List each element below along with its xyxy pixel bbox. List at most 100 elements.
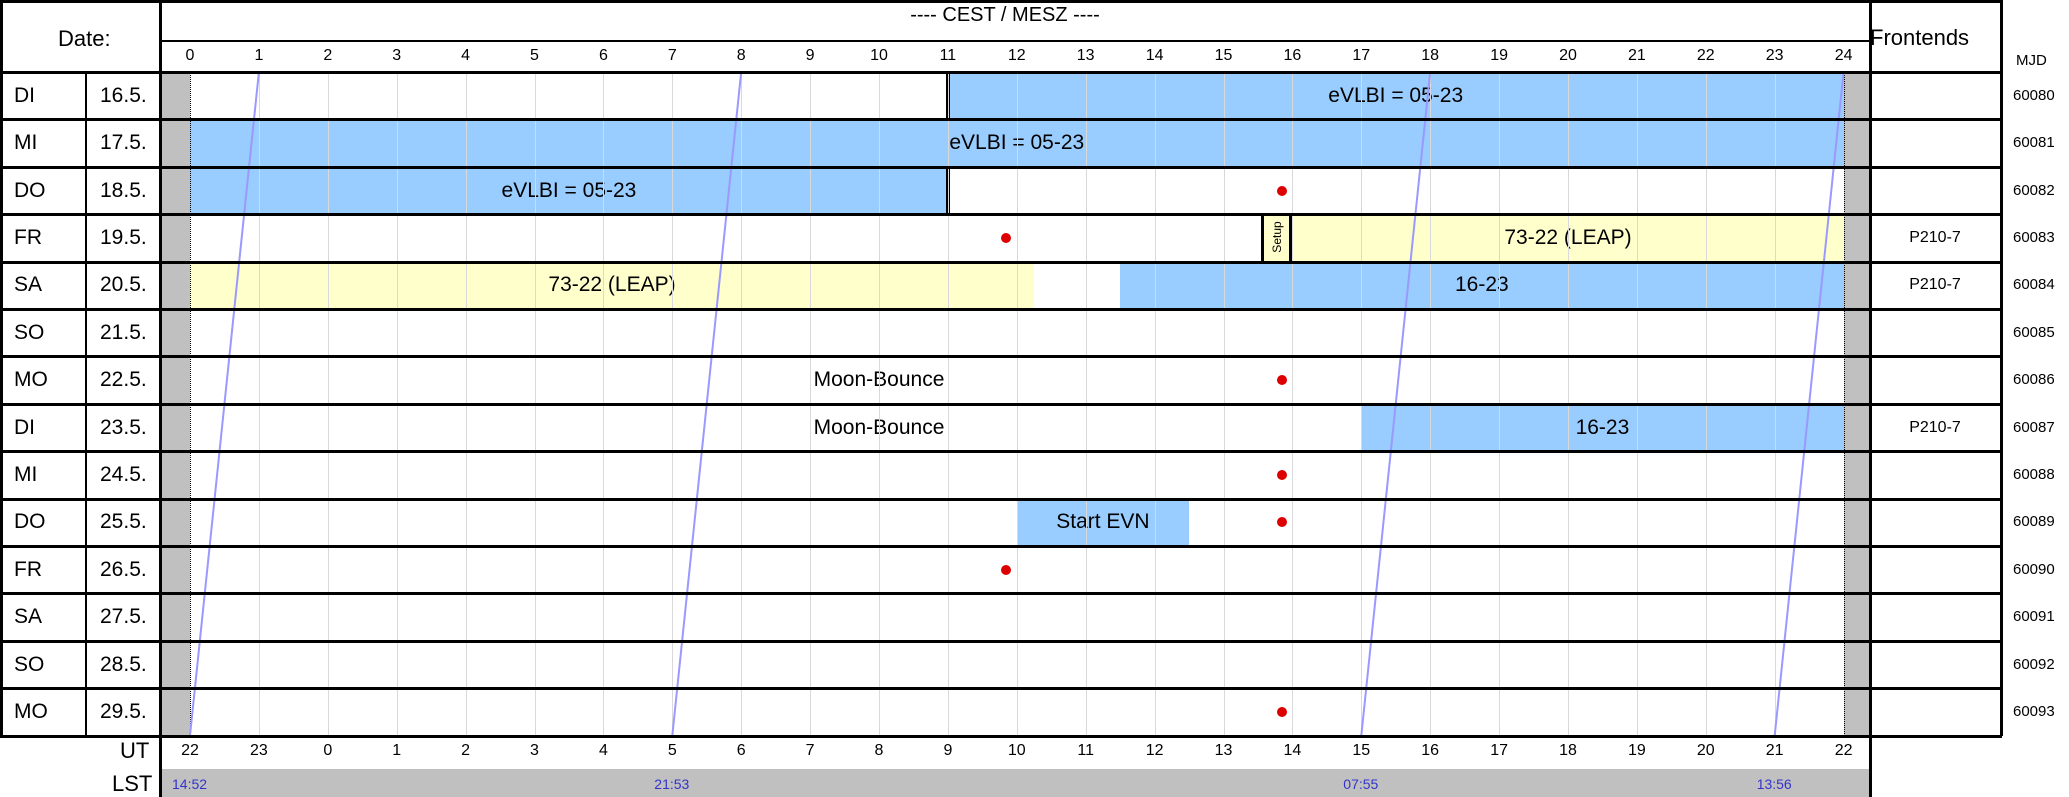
schedule-block — [1120, 262, 1844, 308]
ut-hour-label: 23 — [249, 742, 268, 759]
cest-hour-label: 13 — [1076, 47, 1095, 64]
ut-hour-label: 22 — [181, 742, 199, 759]
row-day: MO — [14, 699, 48, 723]
cest-hour-label: 7 — [667, 47, 677, 64]
marker-dot — [1001, 232, 1012, 243]
frontends-header: Frontends — [1870, 25, 1970, 50]
table-border-left — [0, 0, 3, 736]
row-line — [0, 592, 2002, 596]
block-label: Start EVN — [1056, 510, 1150, 534]
row-date: 20.5. — [100, 273, 147, 297]
ut-hour-label: 0 — [323, 742, 333, 759]
ut-hour-label: 21 — [1765, 742, 1784, 759]
ut-hour-label: 22 — [1834, 742, 1853, 759]
block-label: 73-22 (LEAP) — [1504, 225, 1632, 249]
cest-hour-label: 16 — [1283, 47, 1302, 64]
row-frontend: P210-7 — [1909, 418, 1961, 436]
table-border-top — [0, 0, 2002, 3]
setup-label: Setup — [1269, 221, 1284, 253]
cest-hour-label: 1 — [254, 47, 264, 64]
ut-hour-label: 14 — [1283, 742, 1302, 759]
lst-time-label: 13:56 — [1756, 776, 1792, 792]
row-date: 25.5. — [100, 510, 147, 534]
row-date: 22.5. — [100, 368, 147, 392]
row-mjd: 60091 — [2013, 608, 2055, 626]
ut-hour-label: 18 — [1559, 742, 1577, 759]
ut-hour-label: 4 — [598, 742, 608, 759]
ut-hour-label: 11 — [1077, 742, 1094, 759]
cest-hour-label: 21 — [1627, 47, 1646, 64]
row-mjd: 60082 — [2013, 181, 2055, 199]
row-mjd: 60083 — [2013, 228, 2055, 246]
cest-hour-label: 24 — [1834, 47, 1853, 64]
ut-hour-label: 12 — [1145, 742, 1164, 759]
ut-label: UT — [120, 738, 150, 763]
row-line — [0, 734, 2002, 738]
marker-dot — [1277, 469, 1288, 480]
marker-dot — [1001, 564, 1012, 575]
row-day: DI — [14, 415, 35, 439]
row-line — [0, 687, 2002, 691]
row-mjd: 60090 — [2013, 560, 2055, 578]
row-date: 21.5. — [100, 320, 147, 344]
row-date: 19.5. — [100, 225, 147, 249]
mjd-header: MJD — [2016, 52, 2047, 69]
cest-hour-label: 3 — [392, 47, 402, 64]
ut-hour-label: 3 — [530, 742, 539, 759]
cest-hour-label: 10 — [870, 47, 888, 64]
cest-hour-label: 18 — [1421, 47, 1440, 64]
row-day: SA — [14, 273, 43, 297]
row-line — [0, 450, 2002, 454]
schedule-block — [1016, 499, 1190, 545]
hour-header-line — [160, 40, 1870, 42]
row-mjd: 60080 — [2013, 86, 2055, 104]
ut-hour-label: 20 — [1696, 742, 1715, 759]
cest-hour-label: 0 — [185, 47, 195, 64]
block-label: 16-23 — [1455, 273, 1509, 297]
row-mjd: 60087 — [2013, 418, 2055, 436]
row-day: MO — [14, 368, 48, 392]
row-date: 27.5. — [100, 605, 147, 629]
row-line — [0, 402, 2002, 406]
block-label: 16-23 — [1575, 415, 1630, 439]
frontend-border-right — [2000, 0, 2003, 736]
row-day: SO — [14, 652, 45, 676]
timezone-header: ---- CEST / MESZ ---- — [910, 4, 1100, 26]
cest-hour-label: 8 — [736, 47, 746, 64]
grid-border-right — [1869, 0, 1872, 797]
schedule-block — [1361, 404, 1844, 451]
row-mjd: 60089 — [2013, 513, 2055, 531]
row-day: DO — [14, 178, 46, 202]
row-mjd: 60085 — [2013, 323, 2055, 341]
row-day: MI — [14, 131, 38, 155]
cest-hour-label: 5 — [530, 47, 539, 64]
row-line — [0, 71, 2002, 74]
lst-label: LST — [112, 771, 153, 796]
row-date: 16.5. — [100, 83, 147, 107]
cest-hour-label: 22 — [1696, 47, 1715, 64]
row-date: 28.5. — [100, 652, 147, 676]
cest-hour-label: 15 — [1214, 47, 1233, 64]
date-column-line — [85, 72, 87, 736]
row-frontend: P210-7 — [1909, 228, 1961, 246]
row-line — [0, 308, 2002, 311]
cest-hour-label: 20 — [1559, 47, 1577, 64]
lst-time-label: 21:53 — [654, 776, 690, 792]
block-label: eVLBI = 05-23 — [1328, 83, 1464, 107]
row-frontend: P210-7 — [1909, 276, 1961, 294]
marker-dot — [1277, 517, 1288, 528]
row-mjd: 60084 — [2013, 276, 2055, 294]
ut-hour-label: 10 — [1007, 742, 1026, 759]
marker-dot — [1277, 706, 1288, 717]
lst-band — [160, 769, 1870, 797]
row-date: 17.5. — [100, 131, 147, 155]
ut-hour-label: 8 — [874, 742, 884, 759]
row-day: DO — [14, 510, 46, 534]
ut-hour-label: 6 — [736, 742, 746, 759]
marker-dot — [1277, 185, 1288, 196]
setup-block — [1261, 215, 1293, 261]
row-line — [0, 497, 2002, 501]
row-date: 29.5. — [100, 699, 147, 723]
row-line — [0, 260, 2002, 264]
